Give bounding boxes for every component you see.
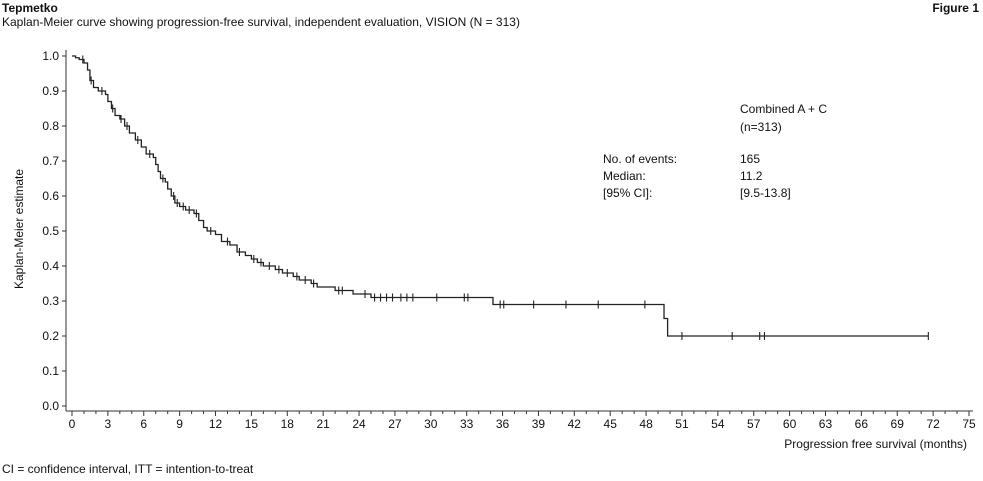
y-tick-label: 0.2 xyxy=(42,329,59,343)
events-value: 165 xyxy=(740,152,760,166)
x-tick-label: 15 xyxy=(245,417,259,431)
chart-axes: 0.00.10.20.30.40.50.60.70.80.91.00 3 6 9 12 1… xyxy=(42,49,976,431)
x-tick-label: 18 xyxy=(281,417,295,431)
y-tick-label: 0.8 xyxy=(42,119,59,133)
km-curve xyxy=(72,55,929,337)
footnote: CI = confidence interval, ITT = intentio… xyxy=(2,462,254,476)
y-tick-label: 0.4 xyxy=(42,259,59,273)
x-tick-label: 72 xyxy=(926,417,940,431)
figure-subtitle: Kaplan-Meier curve showing progression-f… xyxy=(2,15,520,29)
x-tick-label: 57 xyxy=(747,417,761,431)
x-tick-label: 12 xyxy=(209,417,223,431)
y-axis-label: Kaplan-Meier estimate xyxy=(12,169,26,289)
y-tick-label: 0.7 xyxy=(42,154,59,168)
median-label: Median: xyxy=(603,169,646,183)
x-tick-label: 24 xyxy=(352,417,366,431)
figure-label: Figure 1 xyxy=(932,1,979,15)
ci-label: [95% CI]: xyxy=(603,186,652,200)
x-tick-label: 48 xyxy=(639,417,653,431)
x-tick-label: 3 xyxy=(105,417,112,431)
median-value: 11.2 xyxy=(740,169,763,183)
x-tick-label: 45 xyxy=(604,417,618,431)
x-tick-label: 6 xyxy=(140,417,147,431)
group-n: (n=313) xyxy=(740,120,782,134)
x-tick-label: 33 xyxy=(460,417,474,431)
x-tick-label: 27 xyxy=(388,417,402,431)
censor-marks xyxy=(82,55,929,340)
x-tick-label: 54 xyxy=(711,417,725,431)
km-curve-group xyxy=(72,55,929,337)
x-tick-label: 66 xyxy=(855,417,869,431)
y-tick-label: 0.3 xyxy=(42,294,59,308)
x-tick-label: 42 xyxy=(568,417,582,431)
x-tick-label: 75 xyxy=(962,417,976,431)
x-tick-label: 60 xyxy=(783,417,797,431)
brand-name: Tepmetko xyxy=(2,1,58,15)
x-tick-label: 0 xyxy=(69,417,76,431)
x-tick-label: 69 xyxy=(891,417,905,431)
x-axis-label: Progression free survival (months) xyxy=(784,437,967,451)
y-tick-label: 0.5 xyxy=(42,224,59,238)
x-tick-label: 36 xyxy=(496,417,510,431)
y-tick-label: 0.6 xyxy=(42,189,59,203)
events-label: No. of events: xyxy=(603,152,677,166)
stats-box: Combined A + C (n=313) No. of events: 16… xyxy=(603,102,827,200)
x-tick-label: 39 xyxy=(532,417,546,431)
ci-value: [9.5-13.8] xyxy=(740,186,791,200)
x-tick-label: 63 xyxy=(819,417,833,431)
x-tick-label: 30 xyxy=(424,417,438,431)
x-tick-label: 9 xyxy=(176,417,183,431)
group-name: Combined A + C xyxy=(740,102,827,116)
y-tick-label: 1.0 xyxy=(42,49,59,63)
y-tick-label: 0.9 xyxy=(42,84,59,98)
y-tick-label: 0.1 xyxy=(42,364,59,378)
y-tick-label: 0.0 xyxy=(42,399,59,413)
x-tick-label: 51 xyxy=(675,417,689,431)
x-tick-label: 21 xyxy=(316,417,330,431)
